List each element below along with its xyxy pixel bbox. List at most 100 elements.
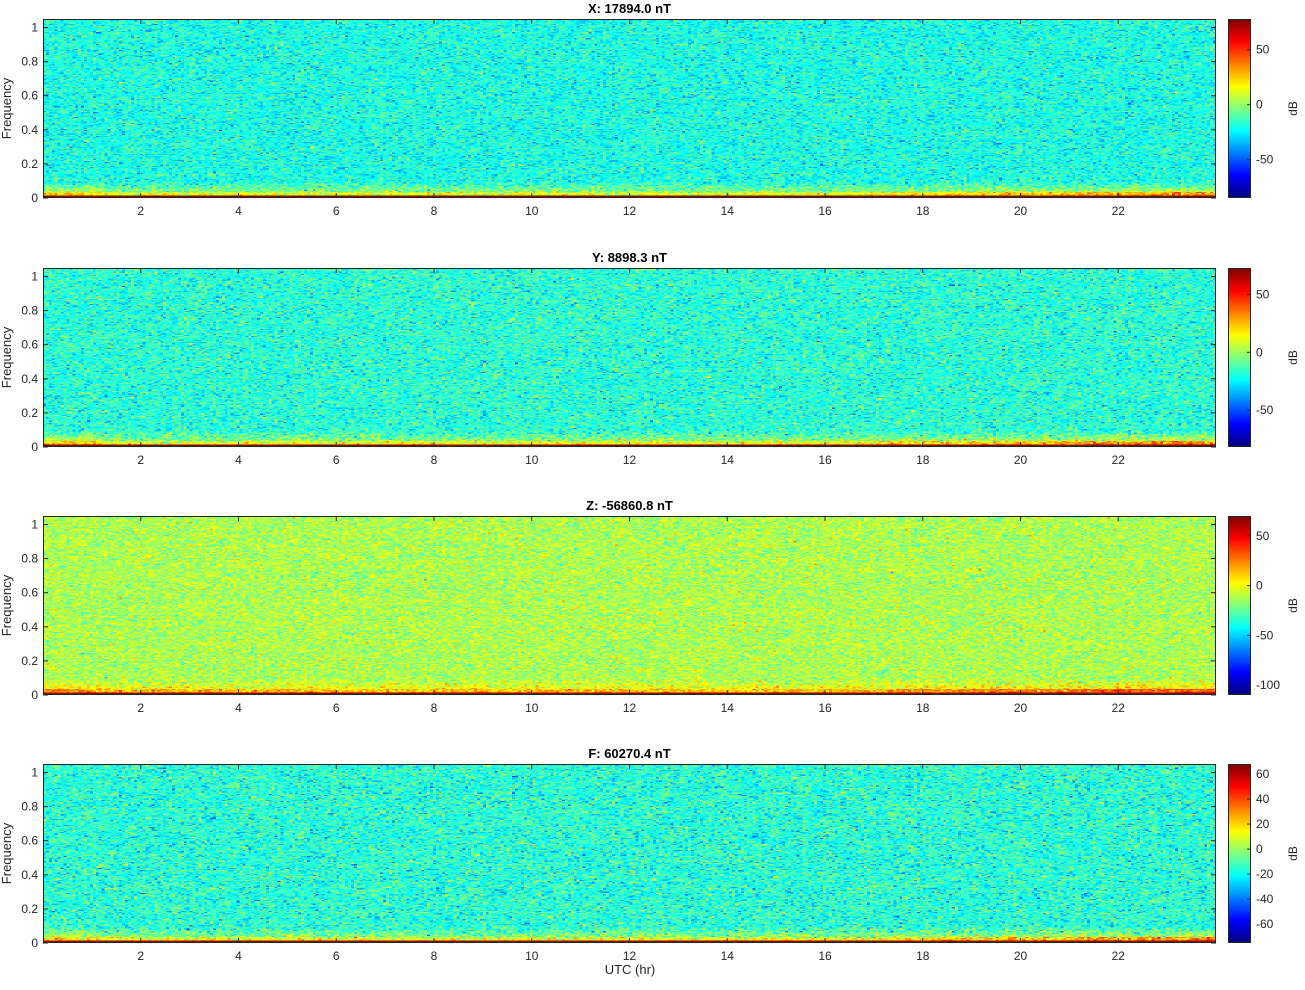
- y-tick-label: 0.4: [21, 123, 38, 137]
- axes-frame: [43, 19, 1216, 198]
- colorbar-tick-label: -50: [1256, 628, 1274, 642]
- colorbar-tick-label: -50: [1256, 153, 1274, 167]
- axes-frame: [43, 764, 1216, 943]
- x-tick-label: 6: [333, 949, 340, 963]
- x-tick-label: 2: [137, 453, 144, 467]
- y-tick-label: 0.2: [21, 654, 38, 668]
- colorbar-tick-label: 50: [1256, 43, 1270, 57]
- colorbar-frame: [1228, 19, 1251, 198]
- colorbar-label: dB: [1286, 598, 1300, 613]
- panel-title: X: 17894.0 nT: [588, 1, 671, 16]
- x-tick-label: 4: [235, 204, 242, 218]
- spectrogram-image: [43, 764, 1216, 943]
- x-tick-label: 12: [623, 701, 637, 715]
- x-tick-label: 2: [137, 701, 144, 715]
- y-tick-label: 0.4: [21, 620, 38, 634]
- panel-title: F: 60270.4 nT: [588, 746, 670, 761]
- y-tick-label: 0.8: [21, 800, 38, 814]
- x-tick-label: 4: [235, 701, 242, 715]
- x-tick-label: 14: [721, 949, 735, 963]
- y-tick-label: 0.2: [21, 157, 38, 171]
- colorbar: [1228, 764, 1251, 943]
- x-tick-label: 4: [235, 949, 242, 963]
- y-tick-label: 0.4: [21, 372, 38, 386]
- x-tick-label: 8: [431, 204, 438, 218]
- colorbar-tick-label: -60: [1256, 917, 1274, 931]
- y-tick-label: 1: [31, 766, 38, 780]
- x-tick-label: 22: [1112, 453, 1126, 467]
- y-tick-label: 0.6: [21, 586, 38, 600]
- axes-overlay: X: 17894.0 nT2 4 6 8 10 12 14 16 18 20 2200.20.40.…: [0, 1, 1300, 218]
- colorbar-label: dB: [1286, 350, 1300, 365]
- axes-frame: [43, 516, 1216, 695]
- y-tick-label: 0.8: [21, 55, 38, 69]
- x-tick-label: 8: [431, 453, 438, 467]
- colorbar-tick-label: 40: [1256, 792, 1270, 806]
- spectrogram-image: [43, 19, 1216, 198]
- y-tick-label: 0: [31, 688, 38, 702]
- colorbar-label: dB: [1286, 101, 1300, 116]
- panel-title: Z: -56860.8 nT: [586, 498, 673, 513]
- colorbar-tick-label: 20: [1256, 817, 1270, 831]
- colorbar-tick-label: 0: [1256, 98, 1263, 112]
- x-tick-label: 18: [916, 701, 930, 715]
- colorbar-tick-label: 50: [1256, 529, 1270, 543]
- x-tick-label: 10: [525, 701, 539, 715]
- y-tick-label: 0.6: [21, 834, 38, 848]
- x-axis-title: UTC (hr): [604, 962, 656, 977]
- x-tick-label: 18: [916, 204, 930, 218]
- y-tick-label: 0.6: [21, 89, 38, 103]
- x-tick-label: 20: [1014, 701, 1028, 715]
- x-tick-label: 22: [1112, 949, 1126, 963]
- colorbar: [1228, 19, 1251, 198]
- axes-frame: [43, 268, 1216, 447]
- colorbar-tick-label: 50: [1256, 288, 1270, 302]
- y-tick-label: 0.2: [21, 902, 38, 916]
- y-axis-label: Frequency: [0, 822, 14, 884]
- x-tick-label: 2: [137, 204, 144, 218]
- colorbar-tick-label: -40: [1256, 892, 1274, 906]
- y-tick-label: 0: [31, 191, 38, 205]
- y-tick-label: 0.6: [21, 338, 38, 352]
- y-tick-label: 1: [31, 21, 38, 35]
- x-tick-label: 22: [1112, 701, 1126, 715]
- x-tick-label: 8: [431, 701, 438, 715]
- x-tick-label: 14: [721, 453, 735, 467]
- colorbar-tick-label: 0: [1256, 842, 1263, 856]
- x-tick-label: 16: [818, 453, 832, 467]
- y-tick-label: 0.8: [21, 552, 38, 566]
- x-tick-label: 16: [818, 701, 832, 715]
- colorbar-label: dB: [1286, 846, 1300, 861]
- x-tick-label: 6: [333, 701, 340, 715]
- x-tick-label: 10: [525, 204, 539, 218]
- x-tick-label: 8: [431, 949, 438, 963]
- spectrogram-panel-2: Y: 8898.3 nT 2 4 6 8 10 12 14 16 18 20 22 0 0.2 0.4 0.6…: [0, 249, 1305, 494]
- colorbar-tick-label: -100: [1256, 678, 1280, 692]
- y-axis-label: Frequency: [0, 574, 14, 636]
- x-tick-label: 10: [525, 949, 539, 963]
- y-tick-label: 0.8: [21, 304, 38, 318]
- y-tick-label: 0.4: [21, 868, 38, 882]
- spectrogram-image: [43, 268, 1216, 447]
- spectrogram-image: [43, 516, 1216, 695]
- x-tick-label: 22: [1112, 204, 1126, 218]
- axes-overlay: Y: 8898.3 nT2 4 6 8 10 12 14 16 18 20 2200.20.40.6…: [0, 250, 1300, 467]
- x-tick-label: 18: [916, 453, 930, 467]
- y-tick-label: 0: [31, 440, 38, 454]
- panel-title: Y: 8898.3 nT: [592, 250, 667, 265]
- colorbar: [1228, 516, 1251, 695]
- colorbar-tick-label: 0: [1256, 579, 1263, 593]
- spectrogram-panel-4: F: 60270.4 nT 2 4 6 8 10 12 14 16 18 20 22 0 0.2 0.4 0.…: [0, 745, 1305, 990]
- spectrogram-panel-3: Z: -56860.8 nT 2 4 6 8 10 12 14 16 18 20 22 0 0.2 0.4 0…: [0, 497, 1305, 742]
- colorbar: [1228, 268, 1251, 447]
- x-tick-label: 10: [525, 453, 539, 467]
- x-tick-label: 6: [333, 453, 340, 467]
- axes-overlay: Z: -56860.8 nT2 4 6 8 10 12 14 16 18 20 2200.20.40…: [0, 498, 1300, 715]
- y-tick-label: 0: [31, 936, 38, 950]
- colorbar-tick-label: -20: [1256, 867, 1274, 881]
- colorbar-frame: [1228, 268, 1251, 447]
- colorbar-frame: [1228, 516, 1251, 695]
- colorbar-tick-label: 60: [1256, 767, 1270, 781]
- x-tick-label: 6: [333, 204, 340, 218]
- x-tick-label: 12: [623, 453, 637, 467]
